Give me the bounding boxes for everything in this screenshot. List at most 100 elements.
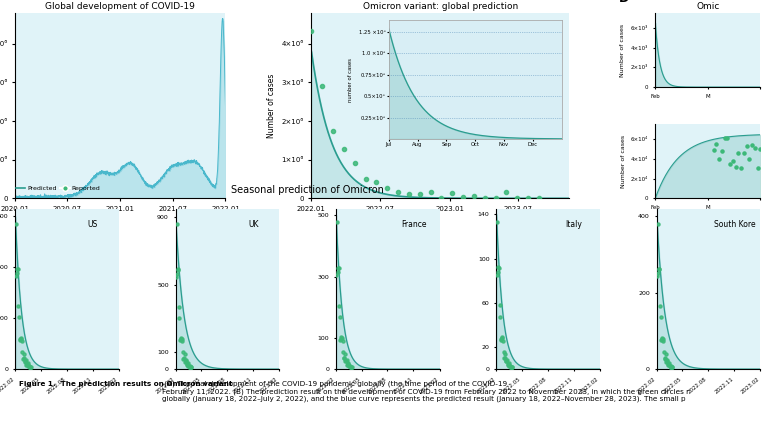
Point: [732, 150, 744, 157]
Point: [735, 164, 747, 171]
Point: [185, 364, 197, 371]
Point: [502, 360, 515, 367]
Point: [176, 336, 188, 343]
Point: [499, 350, 511, 357]
Point: [179, 358, 191, 365]
Point: [719, 134, 731, 141]
Point: [652, 270, 664, 277]
Point: [344, 364, 356, 371]
Point: [392, 188, 404, 195]
Point: [493, 264, 505, 271]
Point: [502, 360, 515, 367]
Point: [340, 356, 353, 363]
Point: [653, 265, 665, 272]
Point: [754, 146, 766, 153]
Point: [713, 155, 725, 162]
Text: Italy: Italy: [566, 220, 582, 229]
Point: [336, 334, 348, 341]
Point: [332, 264, 344, 271]
Point: [22, 360, 34, 367]
Point: [707, 146, 720, 153]
Point: [414, 190, 426, 197]
Point: [183, 362, 195, 369]
Point: [730, 163, 742, 170]
Point: [381, 184, 393, 191]
Text: Figure 1.  The prediction results on Omicron variant: Figure 1. The prediction results on Omic…: [19, 381, 233, 387]
Point: [172, 267, 184, 273]
Point: [338, 146, 350, 152]
Point: [651, 220, 664, 227]
Point: [12, 265, 24, 272]
Point: [497, 337, 509, 344]
Point: [664, 363, 676, 370]
Point: [344, 362, 356, 369]
Point: [180, 356, 192, 363]
Point: [175, 334, 187, 341]
Point: [494, 313, 506, 320]
Point: [370, 179, 382, 186]
Point: [746, 142, 758, 149]
Point: [333, 314, 346, 321]
Point: [340, 358, 353, 365]
Point: [327, 127, 339, 134]
Point: [495, 335, 508, 342]
Point: [15, 338, 28, 345]
Point: [727, 158, 739, 165]
Point: [338, 355, 350, 362]
Text: France: France: [401, 220, 426, 229]
Point: [710, 141, 723, 148]
Text: B: B: [265, 0, 274, 1]
Title: Omic: Omic: [696, 2, 720, 11]
Point: [18, 358, 31, 365]
Point: [173, 303, 185, 310]
Point: [15, 334, 27, 341]
Point: [184, 362, 196, 369]
Point: [496, 335, 508, 342]
Point: [10, 220, 22, 227]
Point: [349, 159, 361, 166]
Point: [665, 364, 677, 371]
Point: [664, 362, 677, 369]
Point: [14, 337, 26, 344]
Point: [346, 364, 358, 371]
Point: [660, 358, 672, 365]
Point: [176, 338, 188, 345]
Point: [664, 362, 677, 369]
Point: [489, 194, 502, 201]
Point: [343, 363, 355, 370]
Point: [22, 362, 35, 369]
Point: [491, 271, 503, 278]
Point: [170, 273, 182, 280]
Point: [657, 335, 669, 342]
Text: US: US: [88, 220, 98, 229]
Point: [505, 364, 517, 371]
Point: [655, 337, 667, 344]
Point: [184, 364, 197, 371]
Point: [662, 362, 674, 369]
Point: [654, 266, 666, 273]
Point: [749, 145, 761, 152]
Text: UK: UK: [248, 220, 259, 229]
Point: [658, 349, 670, 356]
Point: [180, 358, 192, 365]
Point: [24, 364, 36, 371]
Legend: Predicted, Reported: Predicted, Reported: [13, 183, 103, 194]
Point: [500, 358, 512, 365]
Text: South Kore: South Kore: [713, 220, 755, 229]
Point: [511, 195, 524, 202]
Point: [658, 355, 670, 362]
Point: [498, 348, 510, 355]
Point: [751, 164, 763, 171]
Point: [21, 360, 33, 367]
Point: [343, 360, 355, 367]
Point: [336, 337, 349, 344]
Point: [359, 175, 372, 182]
Point: [500, 189, 512, 196]
Point: [336, 335, 348, 342]
Point: [654, 303, 666, 310]
Point: [468, 193, 480, 200]
Point: [660, 350, 672, 357]
Point: [492, 264, 505, 271]
Point: [501, 356, 513, 363]
Point: [338, 354, 350, 361]
